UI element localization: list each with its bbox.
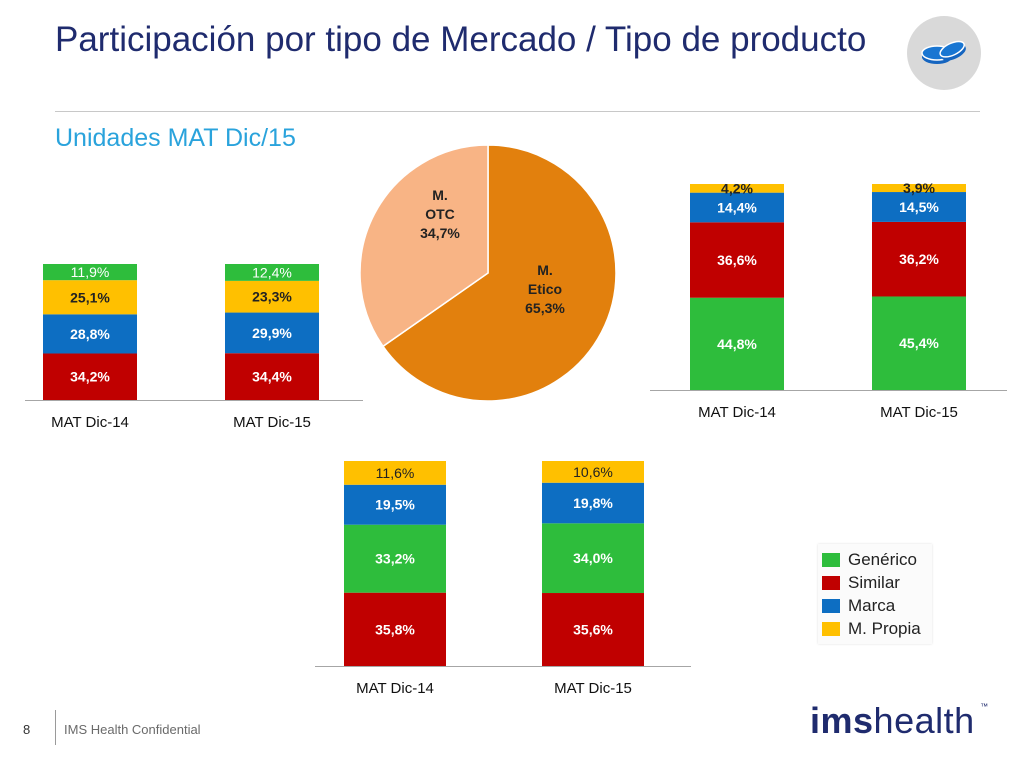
legend-swatch [822, 575, 840, 590]
legend-label: M. Propia [848, 618, 921, 638]
brand-ims: ims [810, 700, 874, 741]
stacked-bar-chart-right: 44,8% 36,6% 14,4% 4,2% MAT Dic-14 45,4% 36,2% 1… [645, 170, 1010, 430]
bar-segment-m-propia [690, 184, 784, 193]
bar-segment-m-propia [225, 280, 319, 313]
data-label: 11,6% [376, 465, 415, 481]
legend-label: Similar [848, 572, 900, 592]
data-label: 10,6% [573, 464, 613, 480]
bar-segment-m-propia [344, 461, 446, 485]
page-subtitle: Unidades MAT Dic/15 [55, 124, 296, 152]
legend-label: Genérico [848, 549, 917, 569]
bar-segment-marca [43, 314, 137, 354]
data-label: 4,2% [721, 180, 753, 196]
bar-segment-marca [690, 192, 784, 223]
bar-segment-gen-rico [225, 264, 319, 281]
pie-label: M. [432, 187, 448, 203]
bar-segment-similar [43, 353, 137, 400]
bar-segment-marca [225, 312, 319, 354]
data-label: 45,4% [899, 335, 939, 351]
stacked-bar-chart-left: 34,2% 28,8% 25,1% 11,9% MAT Dic-14 34,4% 29,9%… [25, 180, 365, 440]
bar-segment-marca [344, 484, 446, 525]
pie-label: Etico [528, 281, 562, 297]
data-label: 35,8% [375, 621, 415, 637]
legend-swatch [822, 598, 840, 613]
legend-item: M. Propia [822, 617, 932, 640]
legend-item: Marca [822, 594, 932, 617]
data-label: 3,9% [903, 180, 935, 196]
data-label: 35,6% [573, 622, 613, 638]
footer-divider [55, 710, 56, 745]
confidential-note: IMS Health Confidential [64, 722, 201, 737]
pie-label: 65,3% [525, 300, 565, 316]
bar-segment-m-propia [43, 280, 137, 315]
data-label: 25,1% [70, 289, 110, 305]
data-label: 14,5% [899, 199, 939, 215]
page-title: Participación por tipo de Mercado / Tipo… [55, 20, 867, 59]
bar-segment-similar [872, 221, 966, 297]
data-label: 33,2% [375, 551, 415, 567]
category-label: MAT Dic-15 [233, 414, 311, 431]
pie-chart-market-type: M. Etico 65,3% M. OTC 34,7% [355, 140, 620, 410]
bar-segment-gen-rico [542, 523, 644, 594]
legend-label: Marca [848, 595, 896, 615]
data-label: 29,9% [252, 325, 292, 341]
bar-segment-gen-rico [872, 296, 966, 390]
pie-label: OTC [425, 206, 455, 222]
bar-segment-similar [225, 353, 319, 400]
data-label: 19,8% [573, 495, 613, 511]
bar-segment-similar [542, 593, 644, 666]
pie-slice-m-etico [382, 144, 617, 402]
stacked-bar-chart-bottom: 35,8% 33,2% 19,5% 11,6% MAT Dic-14 35,6% 34,0%… [315, 455, 695, 705]
legend-item: Genérico [822, 548, 932, 571]
data-label: 11,9% [71, 264, 110, 280]
category-label: MAT Dic-14 [356, 680, 434, 697]
data-label: 19,5% [375, 497, 415, 513]
legend-swatch [822, 621, 840, 636]
bar-segment-gen-rico [43, 264, 137, 281]
pie-label: 34,7% [420, 225, 460, 241]
legend-swatch [822, 552, 840, 567]
category-label: MAT Dic-14 [698, 404, 776, 421]
data-label: 34,4% [252, 369, 292, 385]
pie-slice-m-otc [359, 144, 489, 348]
bar-segment-marca [542, 482, 644, 524]
data-label: 34,0% [573, 550, 613, 566]
data-label: 44,8% [717, 336, 757, 352]
category-label: MAT Dic-14 [51, 414, 129, 431]
data-label: 36,6% [717, 252, 757, 268]
brand-logo: imshealth ™ [810, 700, 988, 744]
pills-icon [907, 16, 981, 90]
bar-segment-m-propia [542, 461, 644, 483]
brand-trademark: ™ [980, 702, 989, 711]
category-label: MAT Dic-15 [880, 404, 958, 421]
data-label: 14,4% [717, 199, 757, 215]
bar-segment-similar [344, 592, 446, 666]
bar-segment-similar [690, 222, 784, 298]
pie-label: M. [537, 262, 553, 278]
bar-segment-m-propia [872, 184, 966, 193]
data-label: 12,4% [252, 264, 292, 280]
data-label: 36,2% [899, 251, 939, 267]
bar-segment-gen-rico [690, 297, 784, 390]
bar-segment-marca [872, 192, 966, 222]
title-divider [55, 111, 980, 112]
category-label: MAT Dic-15 [554, 680, 632, 697]
brand-health: health [873, 700, 975, 741]
legend-item: Similar [822, 571, 932, 594]
bar-segment-gen-rico [344, 524, 446, 593]
data-label: 34,2% [70, 369, 110, 385]
data-label: 28,8% [70, 326, 110, 342]
page-number: 8 [23, 722, 31, 737]
chart-legend: Genérico Similar Marca M. Propia [818, 544, 932, 644]
data-label: 23,3% [252, 289, 292, 305]
